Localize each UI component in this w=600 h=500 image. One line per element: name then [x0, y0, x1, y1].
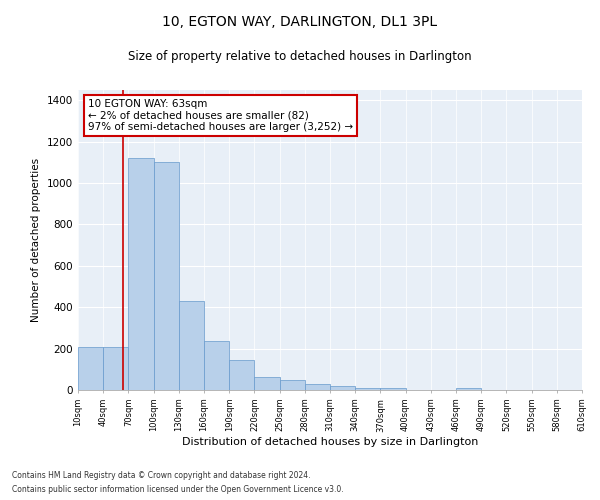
Bar: [78, 346, 103, 390]
Bar: [330, 386, 355, 390]
Bar: [103, 346, 128, 390]
Bar: [280, 380, 305, 390]
Bar: [154, 162, 179, 390]
Y-axis label: Number of detached properties: Number of detached properties: [31, 158, 41, 322]
Text: 10, EGTON WAY, DARLINGTON, DL1 3PL: 10, EGTON WAY, DARLINGTON, DL1 3PL: [163, 15, 437, 29]
Bar: [456, 388, 481, 390]
Text: Size of property relative to detached houses in Darlington: Size of property relative to detached ho…: [128, 50, 472, 63]
Text: Contains HM Land Registry data © Crown copyright and database right 2024.: Contains HM Land Registry data © Crown c…: [12, 470, 311, 480]
Bar: [355, 388, 380, 390]
Bar: [204, 342, 229, 390]
Bar: [380, 388, 406, 390]
Bar: [254, 376, 280, 390]
Bar: [305, 384, 330, 390]
Bar: [179, 301, 204, 390]
Text: 10 EGTON WAY: 63sqm
← 2% of detached houses are smaller (82)
97% of semi-detache: 10 EGTON WAY: 63sqm ← 2% of detached hou…: [88, 99, 353, 132]
Text: Contains public sector information licensed under the Open Government Licence v3: Contains public sector information licen…: [12, 486, 344, 494]
Bar: [229, 360, 254, 390]
X-axis label: Distribution of detached houses by size in Darlington: Distribution of detached houses by size …: [182, 437, 478, 447]
Bar: [128, 158, 154, 390]
